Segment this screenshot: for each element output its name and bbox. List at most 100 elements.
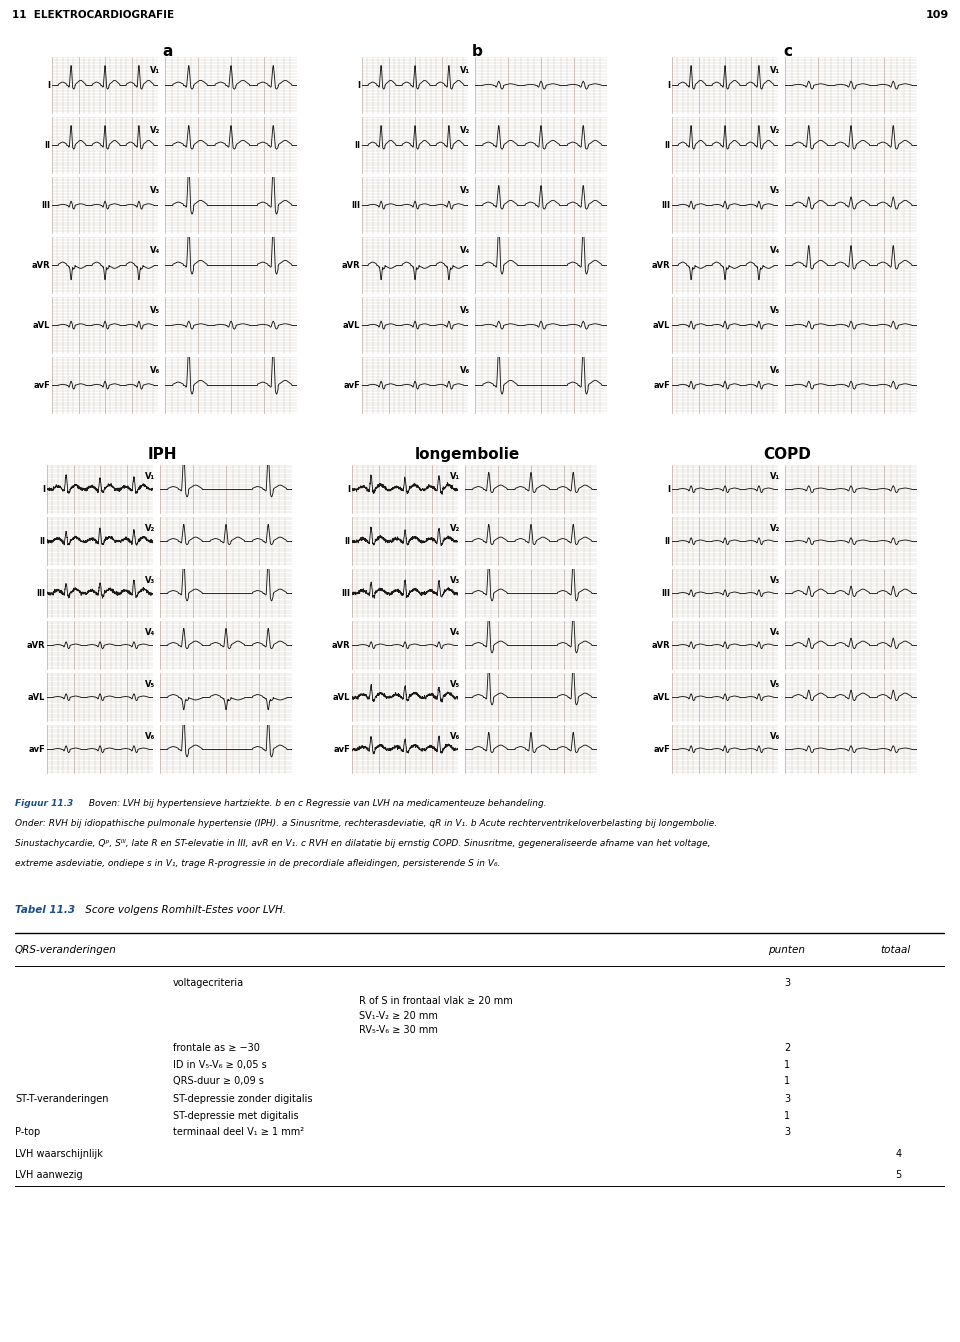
Text: V₅: V₅ — [450, 680, 460, 690]
Text: aVR: aVR — [652, 641, 670, 650]
Text: 3: 3 — [783, 1094, 790, 1104]
Text: V₄: V₄ — [449, 628, 460, 637]
Text: I: I — [667, 81, 670, 90]
Text: terminaal deel V₁ ≥ 1 mm²: terminaal deel V₁ ≥ 1 mm² — [173, 1127, 304, 1137]
Text: voltagecriteria: voltagecriteria — [173, 978, 244, 988]
Text: LVH aanwezig: LVH aanwezig — [15, 1170, 83, 1180]
Text: aVR: aVR — [652, 260, 670, 270]
Text: ID in V₅-V₆ ≥ 0,05 s: ID in V₅-V₆ ≥ 0,05 s — [173, 1060, 267, 1070]
Text: aVL: aVL — [333, 692, 350, 702]
Text: avF: avF — [344, 381, 360, 391]
Text: V₃: V₃ — [150, 185, 160, 195]
Text: R of S in frontaal vlak ≥ 20 mm: R of S in frontaal vlak ≥ 20 mm — [359, 996, 513, 1006]
Text: LVH waarschijnlijk: LVH waarschijnlijk — [15, 1149, 103, 1159]
Text: ST-T-veranderingen: ST-T-veranderingen — [15, 1094, 108, 1104]
Text: avF: avF — [654, 745, 670, 754]
Text: V₂: V₂ — [145, 525, 155, 533]
Text: III: III — [661, 201, 670, 209]
Text: V₃: V₃ — [770, 576, 780, 585]
Text: 1: 1 — [783, 1111, 790, 1121]
Text: III: III — [41, 201, 50, 209]
Text: extreme asdeviatie, ondiepe s in V₁, trage R-progressie in de precordiale afleid: extreme asdeviatie, ondiepe s in V₁, tra… — [15, 859, 500, 868]
Text: avF: avF — [34, 381, 50, 391]
Text: aVL: aVL — [33, 321, 50, 330]
Text: II: II — [664, 141, 670, 150]
Text: II: II — [44, 141, 50, 150]
Text: Figuur 11.3: Figuur 11.3 — [15, 800, 73, 808]
Text: RV₅-V₆ ≥ 30 mm: RV₅-V₆ ≥ 30 mm — [359, 1025, 438, 1035]
Text: II: II — [664, 537, 670, 546]
Text: III: III — [351, 201, 360, 209]
Text: V₅: V₅ — [770, 680, 780, 690]
Text: V₁: V₁ — [450, 472, 460, 482]
Text: aVL: aVL — [653, 321, 670, 330]
Text: V₁: V₁ — [770, 472, 780, 482]
Text: V₅: V₅ — [770, 306, 780, 314]
Text: aVL: aVL — [343, 321, 360, 330]
Text: aVL: aVL — [28, 692, 45, 702]
Text: II: II — [345, 537, 350, 546]
Text: V₆: V₆ — [145, 733, 155, 741]
Text: aVR: aVR — [32, 260, 50, 270]
Text: V₆: V₆ — [150, 365, 160, 374]
Text: aVR: aVR — [27, 641, 45, 650]
Text: Tabel 11.3: Tabel 11.3 — [15, 905, 75, 915]
Text: 109: 109 — [925, 9, 948, 20]
Text: SV₁-V₂ ≥ 20 mm: SV₁-V₂ ≥ 20 mm — [359, 1011, 438, 1021]
Text: Score volgens Romhilt-Estes voor LVH.: Score volgens Romhilt-Estes voor LVH. — [82, 905, 286, 915]
Text: I: I — [357, 81, 360, 90]
Text: V₆: V₆ — [460, 365, 470, 374]
Text: V₃: V₃ — [770, 185, 780, 195]
Text: V₁: V₁ — [145, 472, 155, 482]
Text: V₁: V₁ — [150, 66, 160, 75]
Text: V₃: V₃ — [450, 576, 460, 585]
Text: I: I — [47, 81, 50, 90]
Text: V₆: V₆ — [770, 733, 780, 741]
Text: longembolie: longembolie — [415, 447, 520, 463]
Text: V₃: V₃ — [460, 185, 470, 195]
Text: 4: 4 — [896, 1149, 901, 1159]
Text: ST-depressie zonder digitalis: ST-depressie zonder digitalis — [173, 1094, 313, 1104]
Text: II: II — [39, 537, 45, 546]
Text: b: b — [472, 43, 483, 59]
Text: ST-depressie met digitalis: ST-depressie met digitalis — [173, 1111, 299, 1121]
Text: V₂: V₂ — [150, 126, 160, 134]
Text: I: I — [667, 484, 670, 494]
Text: I: I — [42, 484, 45, 494]
Text: V₂: V₂ — [449, 525, 460, 533]
Text: V₅: V₅ — [145, 680, 155, 690]
Text: III: III — [661, 589, 670, 599]
Text: P-top: P-top — [15, 1127, 40, 1137]
Text: aVL: aVL — [653, 692, 670, 702]
Text: Onder: RVH bij idiopathische pulmonale hypertensie (IPH). a Sinusritme, rechtera: Onder: RVH bij idiopathische pulmonale h… — [15, 820, 717, 828]
Text: III: III — [342, 589, 350, 599]
Text: avF: avF — [654, 381, 670, 391]
Text: V₄: V₄ — [770, 628, 780, 637]
Text: punten: punten — [768, 945, 805, 956]
Text: I: I — [348, 484, 350, 494]
Text: a: a — [162, 43, 173, 59]
Text: Boven: LVH bij hypertensieve hartziekte. b en c Regressie van LVH na medicamente: Boven: LVH bij hypertensieve hartziekte.… — [85, 800, 546, 808]
Text: Sinustachycardie, Qᵖ, Sᴵᴵᴵ, late R en ST-elevatie in III, avR en V₁. c RVH en di: Sinustachycardie, Qᵖ, Sᴵᴵᴵ, late R en ST… — [15, 839, 710, 848]
Text: V₆: V₆ — [449, 733, 460, 741]
Text: aVR: aVR — [332, 641, 350, 650]
Text: frontale as ≥ −30: frontale as ≥ −30 — [173, 1043, 260, 1053]
Text: V₄: V₄ — [770, 246, 780, 255]
Text: V₄: V₄ — [460, 246, 470, 255]
Text: V₃: V₃ — [145, 576, 155, 585]
Text: V₁: V₁ — [770, 66, 780, 75]
Text: totaal: totaal — [880, 945, 910, 956]
Text: V₂: V₂ — [460, 126, 470, 134]
Text: V₅: V₅ — [150, 306, 160, 314]
Text: 1: 1 — [783, 1076, 790, 1086]
Text: 5: 5 — [896, 1170, 901, 1180]
Text: V₆: V₆ — [770, 365, 780, 374]
Text: c: c — [783, 43, 792, 59]
Text: V₄: V₄ — [150, 246, 160, 255]
Text: 11  ELEKTROCARDIOGRAFIE: 11 ELEKTROCARDIOGRAFIE — [12, 9, 174, 20]
Text: COPD: COPD — [763, 447, 811, 463]
Text: 3: 3 — [783, 978, 790, 988]
Text: IPH: IPH — [148, 447, 178, 463]
Text: III: III — [36, 589, 45, 599]
Text: V₁: V₁ — [460, 66, 470, 75]
